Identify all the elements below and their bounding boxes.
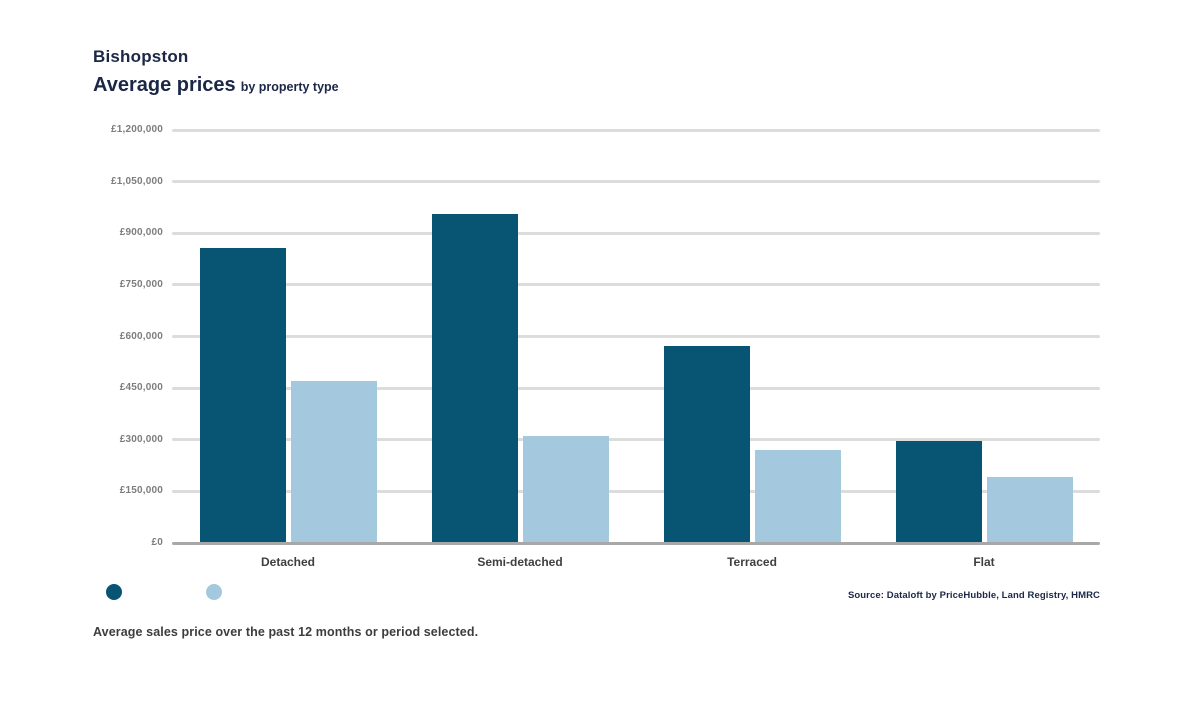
y-axis-tick-label: £600,000	[119, 330, 163, 342]
gridline	[172, 489, 1100, 493]
gridline	[172, 283, 1100, 287]
bar-detached-series1	[199, 248, 286, 543]
chart-title: Average prices	[93, 74, 236, 96]
y-axis-tick-label: £300,000	[119, 433, 163, 445]
bar-semi-detached-series1	[431, 214, 518, 543]
source-attribution: Source: Dataloft by PriceHubble, Land Re…	[847, 590, 1100, 601]
gridline	[172, 231, 1100, 235]
x-axis-category-label: Detached	[260, 555, 316, 569]
y-axis-tick-label: £900,000	[119, 227, 163, 239]
chart-title-suffix: by property type	[240, 80, 339, 94]
y-axis-tick-label: £1,200,000	[110, 124, 163, 135]
gridline	[172, 335, 1100, 338]
y-axis-labels: £1,200,000 £1,050,000 £900,000 £750,000 £600…	[0, 124, 163, 548]
bar-detached-series2	[290, 380, 377, 543]
chart-title-row: Average prices by property type	[93, 74, 339, 97]
gridline	[172, 438, 1100, 442]
x-axis-category-label: Semi-detached	[477, 555, 563, 569]
bar-terraced-series2	[754, 449, 841, 543]
x-axis-category-label: Terraced	[727, 555, 777, 569]
x-axis-category-label: Flat	[973, 555, 995, 569]
x-axis-labels: Detached Semi-detached Terraced Flat	[172, 553, 1100, 571]
chart-footnote: Average sales price over the past 12 mon…	[93, 625, 479, 639]
y-axis-tick-label: £150,000	[119, 485, 163, 497]
y-axis-tick-label: £750,000	[119, 278, 163, 290]
legend-dot-series2	[206, 584, 222, 600]
bar-terraced-series1	[663, 345, 750, 543]
bar-semi-detached-series2	[522, 436, 609, 543]
bar-flat-series2	[986, 476, 1073, 543]
gridline	[172, 386, 1100, 390]
x-axis-line	[172, 541, 1100, 545]
y-axis-tick-label: £1,050,000	[110, 175, 163, 187]
legend-dot-series1	[106, 584, 122, 600]
bar-flat-series1	[895, 441, 982, 543]
bar-chart-plot-area	[172, 128, 1100, 545]
chart-location-title: Bishopston	[93, 47, 189, 66]
gridline	[172, 180, 1100, 184]
y-axis-tick-label: £450,000	[119, 382, 163, 394]
y-axis-tick-label: £0	[151, 537, 163, 548]
gridline	[172, 128, 1100, 132]
